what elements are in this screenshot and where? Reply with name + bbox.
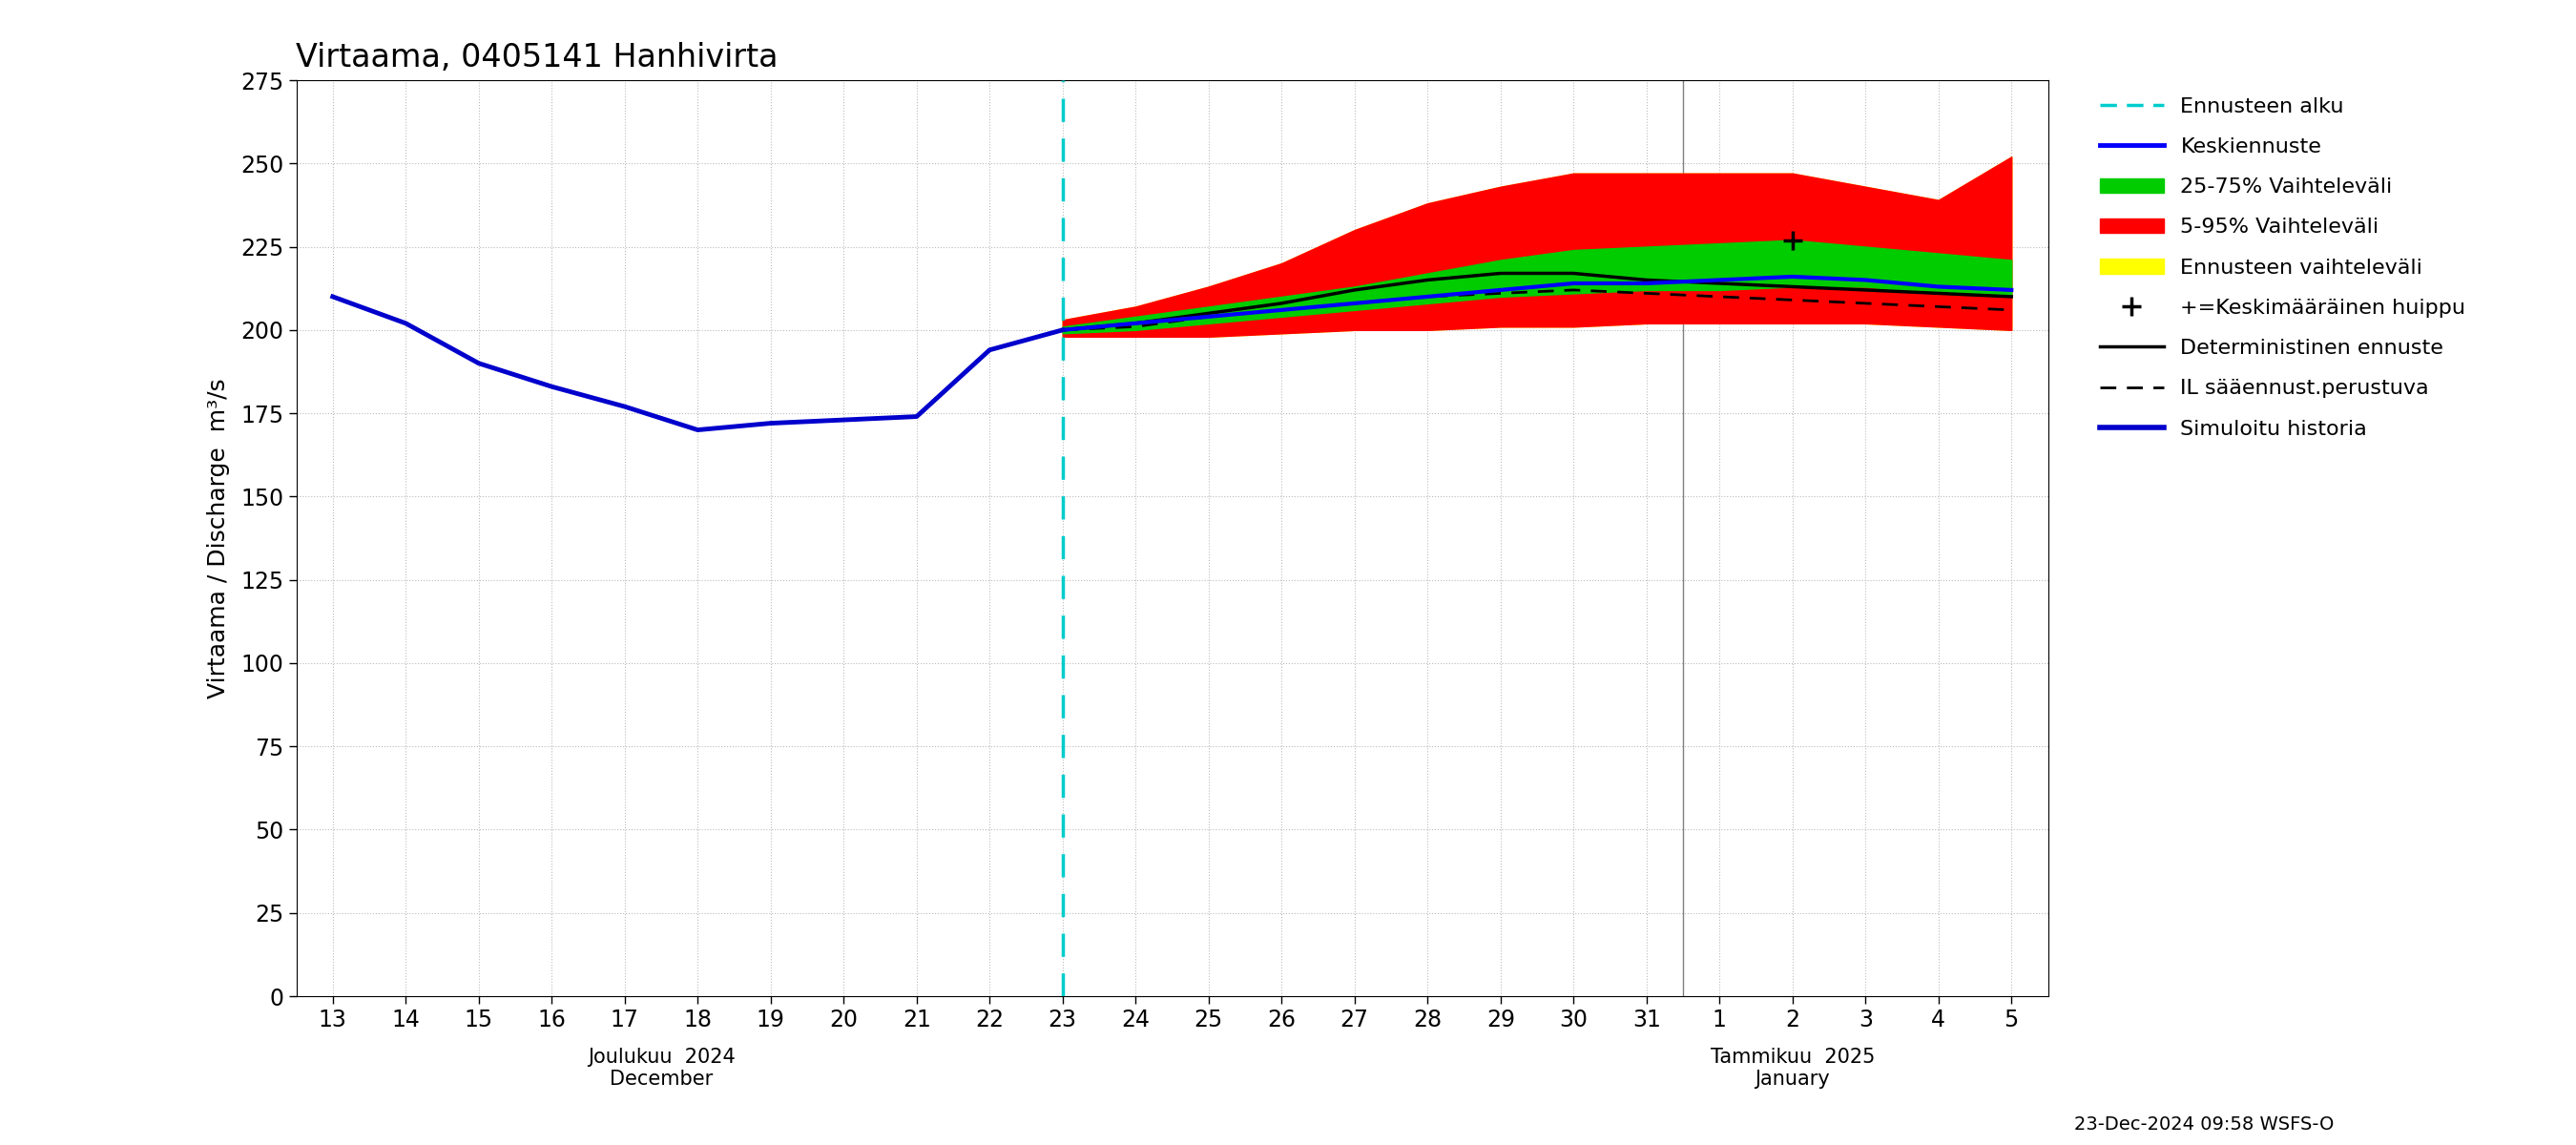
Legend: Ennusteen alku, Keskiennuste, 25-75% Vaihteleväli, 5-95% Vaihteleväli, Ennusteen: Ennusteen alku, Keskiennuste, 25-75% Vai… <box>2094 90 2473 445</box>
Text: Tammikuu  2025
January: Tammikuu 2025 January <box>1710 1048 1875 1089</box>
Text: Virtaama, 0405141 Hanhivirta: Virtaama, 0405141 Hanhivirta <box>296 42 778 73</box>
Text: 23-Dec-2024 09:58 WSFS-O: 23-Dec-2024 09:58 WSFS-O <box>2074 1115 2334 1134</box>
Y-axis label: Virtaama / Discharge  m³/s: Virtaama / Discharge m³/s <box>206 378 229 698</box>
Text: Joulukuu  2024
December: Joulukuu 2024 December <box>587 1048 734 1089</box>
